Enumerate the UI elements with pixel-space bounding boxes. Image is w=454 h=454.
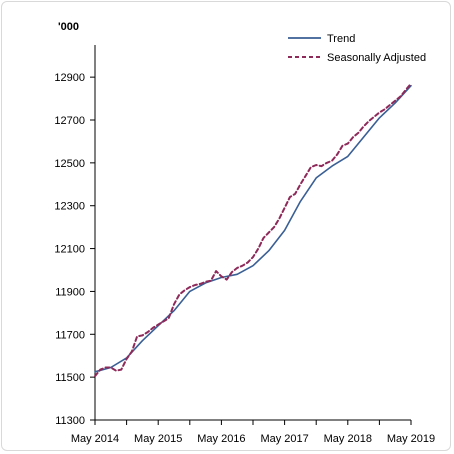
y-tick-label: 11300 — [55, 415, 85, 427]
y-tick-label: 12700 — [54, 115, 85, 127]
legend-label: Trend — [327, 33, 355, 45]
x-tick-label: May 2015 — [134, 433, 182, 445]
x-tick-label: May 2016 — [197, 433, 245, 445]
y-tick-label: 11700 — [55, 329, 85, 341]
y-tick-label: 12100 — [54, 244, 85, 256]
axes: 11300 11500 11700 11900 12100 12300 12500 12700… — [54, 45, 435, 445]
x-tick-label: May 2017 — [260, 433, 308, 445]
y-tick-label: 12500 — [54, 158, 85, 170]
y-tick-label: 12900 — [54, 72, 85, 84]
legend-label: Seasonally Adjusted — [327, 52, 426, 64]
x-tick-label: May 2018 — [324, 433, 372, 445]
series-line-seasonally-adjusted — [94, 82, 412, 378]
plot-area — [94, 82, 412, 378]
y-tick-label: 11900 — [55, 286, 85, 298]
x-tick-label: May 2019 — [387, 433, 435, 445]
x-tick-label: May 2014 — [71, 433, 119, 445]
y-tick-label: 12300 — [54, 201, 85, 213]
y-unit-label: '000 — [58, 21, 79, 33]
series-line-trend — [94, 84, 412, 373]
y-tick-label: 11500 — [55, 372, 85, 384]
legend: Trend Seasonally Adjusted — [288, 33, 426, 64]
